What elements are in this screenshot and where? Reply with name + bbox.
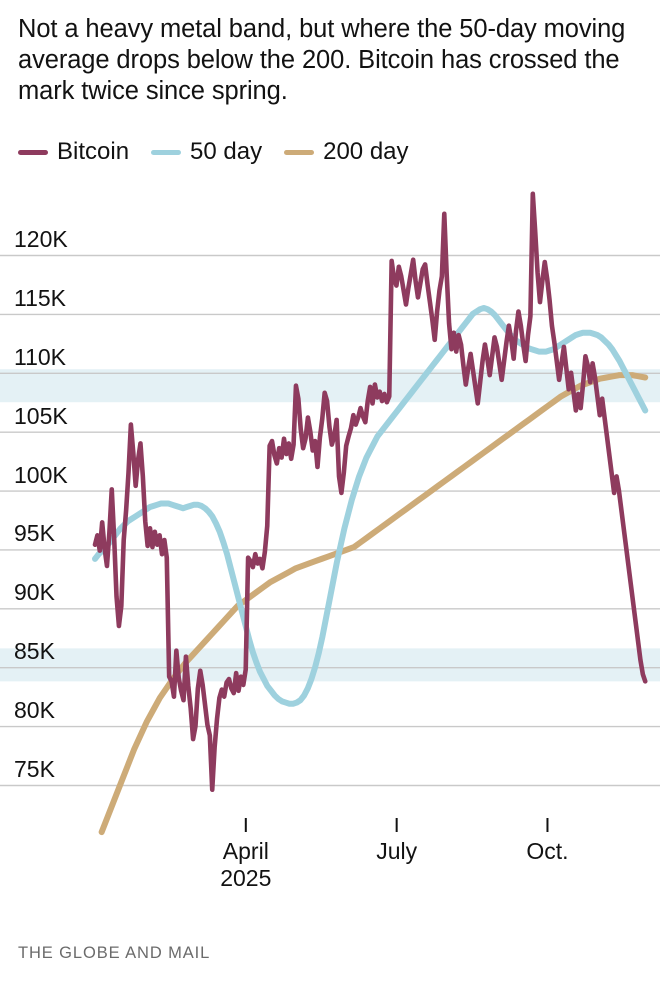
y-axis-tick-label: 90K xyxy=(14,579,55,606)
y-axis-tick-label: 110K xyxy=(14,343,67,370)
y-axis-tick-label: 95K xyxy=(14,520,55,547)
legend-item-bitcoin[interactable]: Bitcoin xyxy=(18,140,129,164)
source-credit: THE GLOBE AND MAIL xyxy=(18,944,211,962)
x-axis-tick-label: July xyxy=(376,838,418,864)
legend-label: 50 day xyxy=(190,138,263,165)
page-title: Not a heavy metal band, but where the 50… xyxy=(18,15,626,105)
x-axis-tick-sublabel: 2025 xyxy=(220,865,272,891)
legend-item-200-day[interactable]: 200 day xyxy=(284,138,409,165)
legend-swatch-icon xyxy=(151,149,182,155)
legend-item-50-day[interactable]: 50 day xyxy=(151,140,262,164)
y-axis-tick-label: 115K xyxy=(14,284,67,311)
y-axis-labels: 120K 115K 110K 105K 100K 95K 90K 85K 80K 75K xyxy=(0,0,90,996)
legend-swatch-icon xyxy=(18,149,48,155)
legend-label: 200 day xyxy=(323,138,409,165)
y-axis-tick-label: 120K xyxy=(14,226,68,252)
y-axis-tick-label: 75K xyxy=(14,756,55,782)
y-axis-tick-label: 80K xyxy=(14,697,55,724)
x-axis-tick-label: Oct. xyxy=(526,838,569,864)
legend-swatch-icon xyxy=(284,149,315,155)
y-axis-tick-label: 105K xyxy=(14,402,68,429)
legend-label: Bitcoin xyxy=(57,138,130,165)
y-axis-tick-label: 100K xyxy=(14,461,68,488)
chart-legend: Bitcoin 50 day 200 day xyxy=(18,140,409,164)
y-axis-tick-label: 85K xyxy=(14,638,55,665)
x-axis-tick-label: April 2025 xyxy=(220,838,272,891)
